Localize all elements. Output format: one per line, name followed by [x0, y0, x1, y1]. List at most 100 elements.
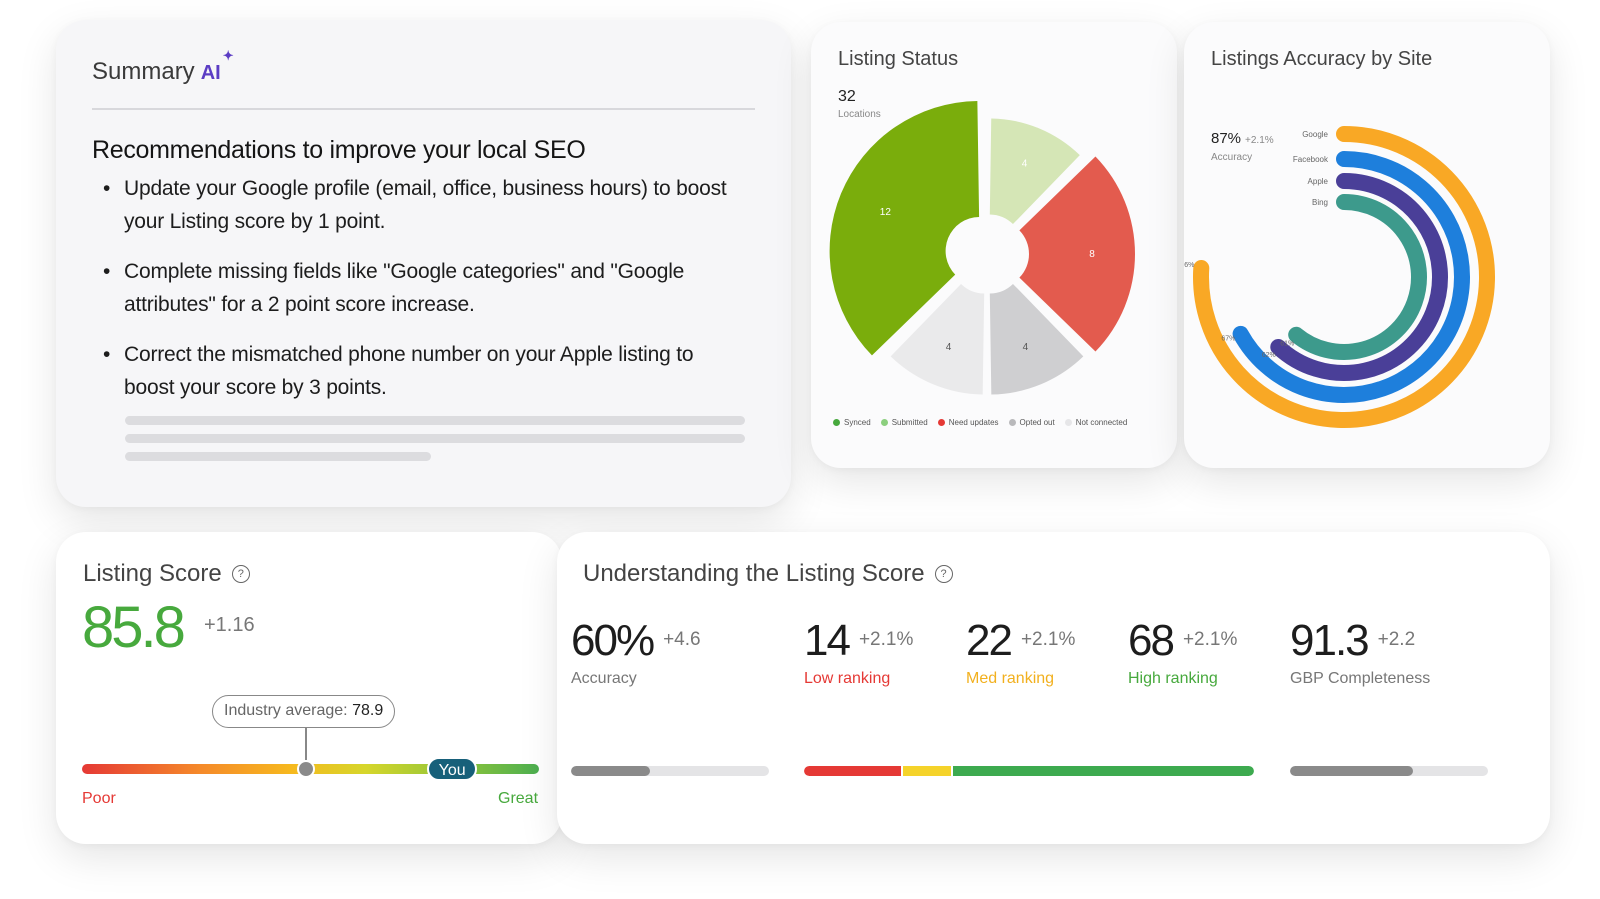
- metric-label: GBP Completeness: [1290, 670, 1431, 687]
- legend-dot: [880, 419, 888, 426]
- loading-placeholder-line: [125, 416, 745, 425]
- pie-slice-label: 4: [1022, 158, 1028, 169]
- radial-bar-facebook[interactable]: [1232, 151, 1470, 403]
- listing-status-pie-chart: 4 8 4 4 12: [829, 100, 1135, 395]
- ranking-segment: [952, 766, 1254, 776]
- legend-item: Not connected: [1064, 418, 1128, 427]
- ranking-segment: [903, 766, 951, 776]
- metric-value: 68: [1128, 616, 1175, 665]
- radial-category-label: Google: [1302, 130, 1328, 139]
- accuracy-progress-fill: [571, 766, 651, 776]
- accuracy-delta: +2.1%: [1245, 135, 1274, 146]
- pie-slice-need-updates[interactable]: [1019, 156, 1135, 352]
- listing-score-card: Listing Score ? 85.8 +1.16 Industry aver…: [56, 532, 562, 844]
- understanding-title: Understanding the Listing Score ?: [583, 560, 953, 588]
- metric-delta: +4.6: [663, 629, 701, 650]
- radial-value-label: 62%: [1262, 352, 1276, 359]
- metric-delta: +2.1%: [858, 629, 914, 650]
- metric-label: Med ranking: [966, 670, 1055, 687]
- radial-bar-bing[interactable]: [1288, 194, 1427, 360]
- listing-score-title: Listing Score ?: [83, 560, 250, 588]
- pie-slice-opted-out[interactable]: [989, 283, 1084, 395]
- legend-label: Synced: [844, 418, 871, 427]
- metric-med-ranking: 22 +2.1% Med ranking: [966, 616, 1075, 688]
- legend-dot: [937, 419, 945, 426]
- legend-label: Submitted: [891, 418, 928, 427]
- summary-card: Summary AI ✦ Recommendations to improve yo…: [56, 20, 791, 507]
- loading-placeholder-line: [125, 434, 745, 443]
- understanding-score-card: Understanding the Listing Score ? 60% +4.…: [557, 532, 1550, 844]
- listings-accuracy-card: Listings Accuracy by Site 87% +2.1% Accur…: [1184, 22, 1550, 468]
- legend-item: Opted out: [1008, 418, 1055, 427]
- sparkle-icon: ✦: [222, 48, 234, 63]
- legend-label: Not connected: [1075, 418, 1128, 427]
- ranking-segment: [804, 766, 901, 776]
- pie-slice-label: 4: [946, 342, 952, 353]
- listing-score-delta: +1.16: [204, 614, 255, 636]
- ai-badge: AI ✦: [200, 48, 234, 84]
- poor-label: Poor: [82, 790, 116, 807]
- loading-placeholder-line: [125, 452, 431, 461]
- pie-slice-label: 12: [880, 207, 892, 218]
- listings-accuracy-title: Listings Accuracy by Site: [1211, 48, 1433, 70]
- listing-score-value: 85.8: [82, 595, 186, 660]
- radial-value-label: 67%: [1221, 336, 1235, 343]
- metric-value: 60%: [571, 616, 655, 665]
- listing-status-title: Listing Status: [838, 48, 959, 70]
- radial-category-label: Bing: [1312, 198, 1328, 207]
- accuracy-label: Accuracy: [1211, 152, 1253, 163]
- ranking-distribution-bar: [804, 766, 1254, 776]
- your-score-marker: You: [427, 757, 478, 781]
- listing-status-legend: Synced Submitted Need updates Opted out Not …: [833, 418, 1127, 427]
- listing-status-card: Listing Status 32 Locations 4 8 4 4 12 Synce…: [811, 22, 1177, 468]
- radial-bar-google[interactable]: [1193, 126, 1495, 428]
- metric-accuracy: 60% +4.6 Accuracy: [571, 616, 701, 688]
- legend-label: Opted out: [1019, 418, 1055, 427]
- great-label: Great: [498, 790, 539, 807]
- metric-label: Accuracy: [571, 670, 637, 687]
- accuracy-value: 87% +2.1%: [1211, 130, 1274, 147]
- legend-item: Submitted: [880, 418, 928, 427]
- summary-title: Summary AI ✦: [92, 48, 234, 85]
- metric-low-ranking: 14 +2.1% Low ranking: [804, 616, 913, 688]
- accuracy-progress-bar: [571, 766, 769, 776]
- radial-value-label: 61%: [1280, 341, 1294, 348]
- metric-delta: +2.1%: [1182, 629, 1238, 650]
- recommendations-list: Update your Google profile (email, offic…: [92, 172, 747, 421]
- legend-label: Need updates: [948, 418, 999, 427]
- industry-average-tooltip: Industry average: 78.9: [212, 695, 396, 728]
- metric-delta: +2.1%: [1020, 629, 1076, 650]
- radial-bar-apple[interactable]: [1270, 173, 1448, 381]
- recommendation-item: Correct the mismatched phone number on y…: [92, 338, 747, 404]
- metric-value: 22: [966, 616, 1013, 665]
- pie-slice-label: 8: [1089, 249, 1095, 260]
- legend-item: Synced: [833, 418, 871, 427]
- industry-average-connector: [305, 728, 307, 760]
- legend-item: Need updates: [937, 418, 999, 427]
- question-circle-icon[interactable]: ?: [231, 565, 250, 583]
- legend-dot: [1008, 419, 1016, 426]
- locations-count: 32: [838, 88, 856, 105]
- pie-slice-synced[interactable]: [829, 100, 980, 356]
- metric-label: Low ranking: [804, 670, 891, 687]
- industry-average-marker: [296, 760, 315, 778]
- pie-slice-label: 4: [1023, 342, 1029, 353]
- metric-high-ranking: 68 +2.1% High ranking: [1128, 616, 1237, 688]
- radial-value-label: 76%: [1184, 262, 1194, 269]
- pie-slice-submitted[interactable]: [989, 118, 1080, 225]
- radial-category-label: Facebook: [1293, 155, 1329, 164]
- metric-label: High ranking: [1128, 670, 1218, 687]
- legend-dot: [833, 419, 840, 426]
- metric-delta: +2.2: [1377, 629, 1416, 650]
- accuracy-radial-chart: Google 76% Facebook 67% Apple 62% Bing 61%: [1184, 126, 1495, 428]
- legend-dot: [1064, 419, 1072, 426]
- divider: [92, 108, 755, 110]
- recommendation-item: Complete missing fields like "Google cat…: [92, 255, 747, 321]
- question-circle-icon[interactable]: ?: [934, 565, 953, 583]
- metric-value: 91.3: [1290, 616, 1370, 665]
- metric-value: 14: [804, 616, 851, 665]
- locations-label: Locations: [838, 109, 881, 120]
- pie-slice-not-connected[interactable]: [890, 283, 985, 395]
- gbp-progress-bar: [1290, 766, 1488, 776]
- metric-gbp-completeness: 91.3 +2.2 GBP Completeness: [1290, 616, 1430, 688]
